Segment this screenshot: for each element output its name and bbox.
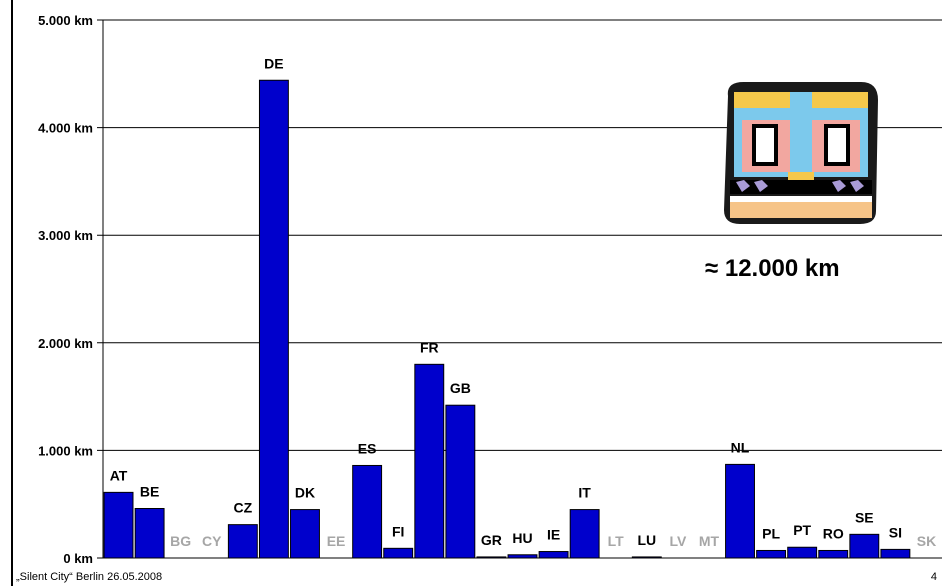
bar-ro [818, 549, 849, 559]
bar-gr [476, 556, 507, 559]
bar-label-cy: CY [202, 533, 222, 549]
bar-label-es: ES [358, 440, 377, 456]
bar-label-ie: IE [547, 527, 560, 543]
bar-label-dk: DK [295, 485, 315, 501]
bar-label-lt: LT [608, 533, 625, 549]
bar-label-nl: NL [731, 439, 750, 455]
bar-label-pt: PT [793, 522, 811, 538]
bar-gb [445, 404, 476, 559]
bar-pl [756, 549, 787, 559]
bar-label-it: IT [578, 485, 591, 501]
bar-label-gr: GR [481, 532, 502, 548]
y-tick-label: 0 km [63, 551, 93, 566]
bar-label-lv: LV [669, 533, 687, 549]
bar-label-hu: HU [512, 530, 532, 546]
bar-fi [383, 547, 414, 559]
bar-pt [787, 546, 818, 559]
bar-label-se: SE [855, 509, 874, 525]
bar-si [880, 548, 911, 559]
total-length-label: ≈ 12.000 km [705, 255, 840, 282]
bar-label-bg: BG [170, 533, 191, 549]
bar-ie [538, 551, 569, 559]
y-tick-label: 3.000 km [38, 228, 93, 243]
y-tick-label: 4.000 km [38, 121, 93, 136]
bar-label-be: BE [140, 484, 159, 500]
y-tick-label: 5.000 km [38, 13, 93, 28]
y-axis: 0 km 1.000 km 2.000 km 3.000 km 4.000 km 5.00… [38, 13, 104, 566]
bar-es [352, 464, 383, 559]
bar-label-cz: CZ [233, 500, 252, 516]
bar-label-fr: FR [420, 339, 439, 355]
bar-it [569, 509, 600, 559]
footer-caption: „Silent City“ Berlin 26.05.2008 [16, 571, 163, 583]
bar-label-ee: EE [327, 533, 346, 549]
bar-cz [227, 524, 258, 559]
bar-label-si: SI [889, 524, 902, 540]
bar-labels: AT BE BG CY CZ DE DK EE ES FI FR GB GR HU IE IT LT LU LV MT… [110, 55, 936, 549]
page-number: 4 [930, 571, 937, 583]
bar-fr [414, 363, 445, 559]
bar-label-fi: FI [392, 523, 404, 539]
y-tick-label: 1.000 km [38, 443, 93, 458]
bar-label-sk: SK [917, 533, 936, 549]
bar-label-mt: MT [699, 533, 720, 549]
bar-be [134, 508, 165, 559]
bar-label-gb: GB [450, 380, 471, 396]
bar-dk [290, 509, 320, 559]
bar-label-de: DE [264, 55, 283, 71]
bar-label-pl: PL [762, 525, 780, 541]
bar-hu [507, 554, 538, 559]
bars [103, 79, 911, 559]
tram-clipart-image [716, 76, 886, 231]
bar-at [103, 491, 134, 559]
y-tick-label: 2.000 km [38, 336, 93, 351]
bar-se [849, 533, 880, 559]
bar-nl [725, 463, 755, 559]
bar-lu [631, 556, 662, 559]
bar-label-at: AT [110, 467, 128, 483]
bar-de [258, 79, 289, 559]
bar-label-lu: LU [637, 532, 656, 548]
bar-label-ro: RO [823, 525, 844, 541]
